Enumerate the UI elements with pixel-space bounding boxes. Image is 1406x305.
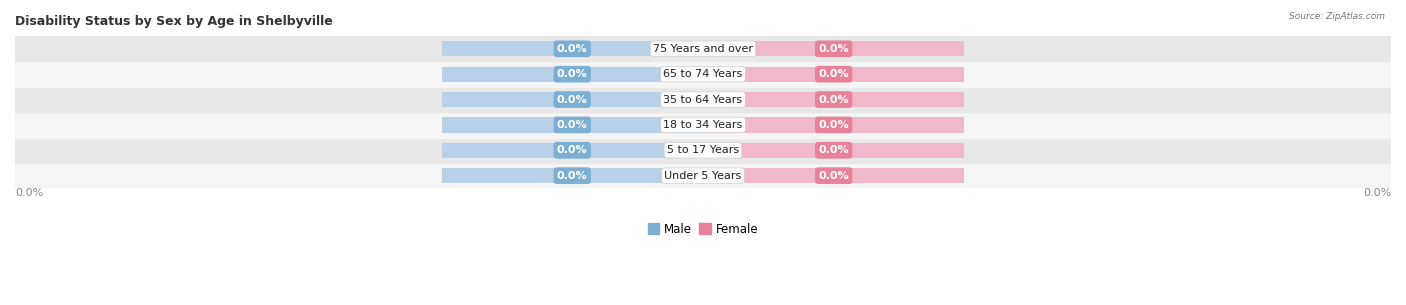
Bar bbox=[703, 92, 965, 107]
Bar bbox=[441, 41, 703, 56]
Legend: Male, Female: Male, Female bbox=[643, 218, 763, 240]
Bar bbox=[703, 66, 965, 82]
Text: 0.0%: 0.0% bbox=[557, 171, 588, 181]
Text: 5 to 17 Years: 5 to 17 Years bbox=[666, 145, 740, 155]
Bar bbox=[15, 36, 1391, 62]
Bar bbox=[15, 62, 1391, 87]
Text: 0.0%: 0.0% bbox=[818, 145, 849, 155]
Text: 75 Years and over: 75 Years and over bbox=[652, 44, 754, 54]
Bar bbox=[703, 41, 965, 56]
Text: 0.0%: 0.0% bbox=[818, 95, 849, 105]
Text: 0.0%: 0.0% bbox=[557, 44, 588, 54]
Text: 18 to 34 Years: 18 to 34 Years bbox=[664, 120, 742, 130]
Text: 0.0%: 0.0% bbox=[818, 120, 849, 130]
Text: 65 to 74 Years: 65 to 74 Years bbox=[664, 69, 742, 79]
Text: 0.0%: 0.0% bbox=[1362, 188, 1391, 198]
Text: Source: ZipAtlas.com: Source: ZipAtlas.com bbox=[1289, 12, 1385, 21]
Bar bbox=[441, 168, 703, 183]
Text: 0.0%: 0.0% bbox=[818, 69, 849, 79]
Text: 0.0%: 0.0% bbox=[15, 188, 44, 198]
Text: 0.0%: 0.0% bbox=[818, 44, 849, 54]
Text: 0.0%: 0.0% bbox=[557, 120, 588, 130]
Bar bbox=[15, 163, 1391, 188]
Bar bbox=[15, 87, 1391, 112]
Bar bbox=[703, 117, 965, 133]
Bar bbox=[441, 92, 703, 107]
Bar bbox=[703, 143, 965, 158]
Text: 0.0%: 0.0% bbox=[557, 69, 588, 79]
Text: 0.0%: 0.0% bbox=[557, 95, 588, 105]
Text: 35 to 64 Years: 35 to 64 Years bbox=[664, 95, 742, 105]
Bar bbox=[15, 138, 1391, 163]
Bar bbox=[441, 143, 703, 158]
Bar bbox=[15, 112, 1391, 138]
Text: 0.0%: 0.0% bbox=[557, 145, 588, 155]
Bar bbox=[703, 168, 965, 183]
Text: 0.0%: 0.0% bbox=[818, 171, 849, 181]
Text: Under 5 Years: Under 5 Years bbox=[665, 171, 741, 181]
Bar bbox=[441, 117, 703, 133]
Bar bbox=[441, 66, 703, 82]
Text: Disability Status by Sex by Age in Shelbyville: Disability Status by Sex by Age in Shelb… bbox=[15, 15, 333, 28]
